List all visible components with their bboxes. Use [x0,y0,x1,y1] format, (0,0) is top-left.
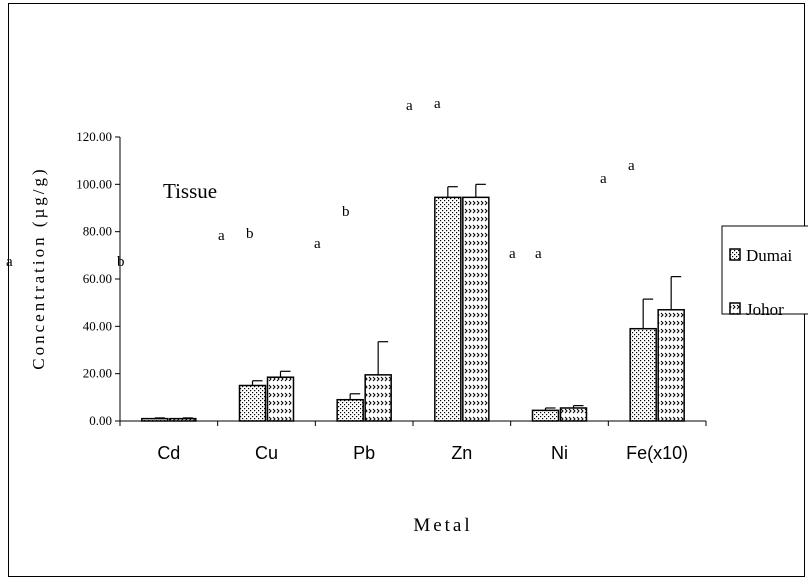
x-tick-label: Cu [255,443,278,463]
significance-letter: a [406,98,413,114]
bar-johor-fex10 [657,309,685,422]
significance-letter: b [117,254,125,270]
significance-letter: a [628,158,635,174]
x-tick-label: Zn [451,443,472,463]
y-tick-label: 120.00 [76,129,112,144]
x-tick-label: Cd [157,443,180,463]
x-tick-label: Fe(x10) [626,443,688,463]
y-tick-label: 0.00 [89,413,112,428]
bar-johor-cu [266,376,295,422]
bar-dumai-ni [531,409,560,422]
significance-letter: b [246,226,254,242]
legend-label-johor: Johor [746,300,784,319]
y-axis-label: Concentration (µg/g) [29,166,48,369]
y-tick-label: 60.00 [83,271,112,286]
legend: Dumai Johor [721,225,808,319]
chart-frame [8,3,805,577]
x-tick-label: Ni [551,443,568,463]
x-axis-label: Metal [413,515,472,536]
legend-swatch-dumai [729,248,741,261]
bar-johor-zn [462,196,490,422]
y-tick-label: 20.00 [83,366,112,381]
significance-letter: a [434,96,441,112]
bar-johor-pb [364,374,392,422]
y-tick-label: 40.00 [83,318,112,333]
significance-letter: b [342,204,350,220]
bar-dumai-cd [141,417,169,422]
significance-letter: a [218,228,225,244]
y-tick-label: 80.00 [83,224,112,239]
y-axis: 0.00 20.00 40.00 60.00 80.00 100.00 120.00 [76,129,121,428]
x-axis: Cd Cu Pb Zn Ni Fe(x10) [119,420,707,463]
legend-box [721,225,808,315]
bar-dumai-cu [238,384,267,422]
significance-letter: a [600,171,607,187]
legend-swatch-johor [729,302,741,315]
significance-letter: a [314,236,321,252]
bar-johor-cd [169,417,197,422]
bar-dumai-pb [336,398,364,422]
significance-letters: a b a b a b a a a a a a [6,96,635,270]
legend-label-dumai: Dumai [746,246,793,265]
x-tick-label: Pb [353,443,375,463]
annotation-tissue: Tissue [163,179,217,203]
bar-johor-ni [559,407,588,422]
bars [141,196,685,422]
bar-dumai-zn [434,196,462,422]
error-bars [154,183,682,419]
y-tick-label: 100.00 [76,176,112,191]
bar-dumai-fex10 [629,327,657,422]
significance-letter: a [6,254,13,270]
significance-letter: a [509,246,516,262]
significance-letter: a [535,246,542,262]
